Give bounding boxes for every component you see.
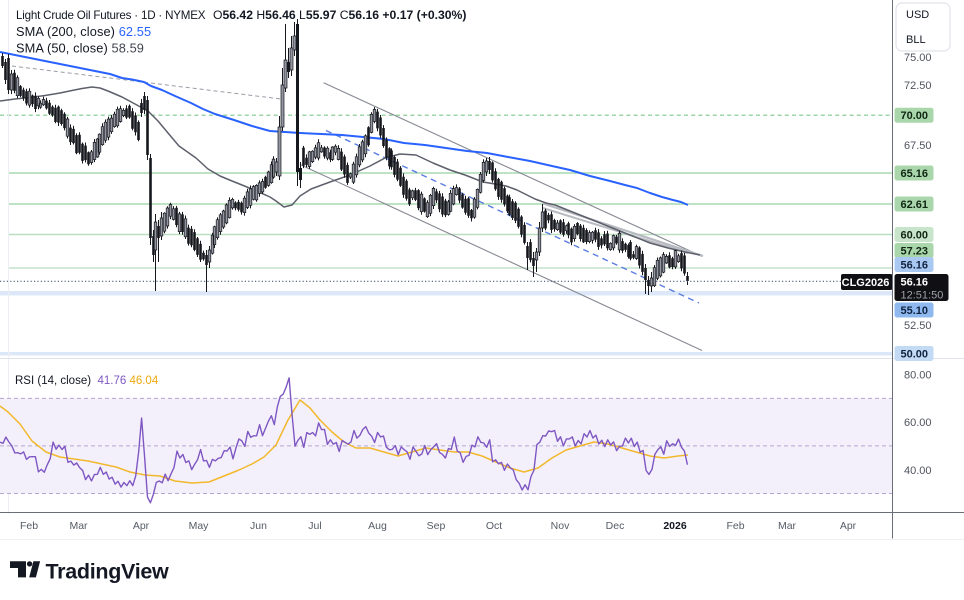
svg-text:62.61: 62.61 <box>901 199 929 211</box>
svg-text:70.00: 70.00 <box>901 110 929 122</box>
svg-text:60.00: 60.00 <box>904 417 932 429</box>
svg-text:O56.42 H56.46 L55.97 C56.16 +0: O56.42 H56.46 L55.97 C56.16 +0.17 (+0.30… <box>213 8 466 22</box>
svg-text:55.10: 55.10 <box>901 305 929 317</box>
svg-text:67.50: 67.50 <box>904 140 932 152</box>
svg-text:Dec: Dec <box>606 520 625 532</box>
svg-text:40.00: 40.00 <box>904 465 932 477</box>
svg-text:SMA (200, close) 62.55: SMA (200, close) 62.55 <box>16 24 151 39</box>
svg-text:Jul: Jul <box>308 520 321 532</box>
svg-text:Mar: Mar <box>69 520 88 532</box>
svg-text:52.50: 52.50 <box>904 320 932 332</box>
svg-text:80.00: 80.00 <box>904 370 932 382</box>
svg-text:57.23: 57.23 <box>901 246 929 258</box>
svg-text:Sep: Sep <box>427 520 446 532</box>
svg-text:56.16: 56.16 <box>901 277 929 289</box>
svg-text:Aug: Aug <box>368 520 387 532</box>
svg-text:USD: USD <box>906 9 929 21</box>
svg-text:TradingView: TradingView <box>46 560 170 584</box>
svg-text:CLG2026: CLG2026 <box>842 277 890 289</box>
svg-text:BLL: BLL <box>906 34 926 46</box>
svg-text:Light Crude Oil Futures · 1D ·: Light Crude Oil Futures · 1D · NYMEX <box>16 9 206 22</box>
svg-text:65.16: 65.16 <box>901 168 929 180</box>
svg-text:72.50: 72.50 <box>904 80 932 92</box>
svg-text:Apr: Apr <box>840 520 857 532</box>
svg-text:Nov: Nov <box>551 520 570 532</box>
svg-text:Oct: Oct <box>486 520 502 532</box>
svg-text:60.00: 60.00 <box>901 230 929 242</box>
svg-text:75.00: 75.00 <box>904 52 932 64</box>
svg-text:50.00: 50.00 <box>901 349 929 361</box>
svg-text:Jun: Jun <box>250 520 267 532</box>
svg-text:Apr: Apr <box>133 520 150 532</box>
svg-text:56.16: 56.16 <box>901 260 929 272</box>
svg-text:2026: 2026 <box>663 520 687 532</box>
svg-text:12:51:50: 12:51:50 <box>901 290 944 302</box>
svg-text:Mar: Mar <box>778 520 797 532</box>
svg-text:May: May <box>189 520 210 532</box>
svg-text:Feb: Feb <box>20 520 38 532</box>
svg-text:SMA (50, close) 58.59: SMA (50, close) 58.59 <box>16 41 144 56</box>
svg-text:RSI (14, close) 41.76 46.04: RSI (14, close) 41.76 46.04 <box>15 375 159 387</box>
svg-text:Feb: Feb <box>726 520 744 532</box>
